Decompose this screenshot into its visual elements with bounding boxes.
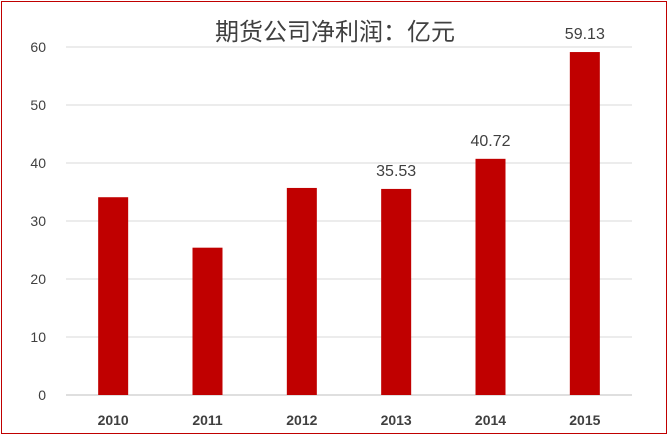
bar: [98, 197, 129, 395]
bar: [569, 52, 600, 396]
bar: [381, 188, 412, 395]
bar: [475, 158, 506, 395]
y-tick-label: 40: [30, 155, 46, 171]
x-tick-label: 2010: [98, 412, 129, 428]
x-tick-label: 2012: [286, 412, 317, 428]
x-tick-label: 2011: [192, 412, 223, 428]
y-tick-label: 60: [30, 39, 46, 55]
bar: [286, 187, 317, 395]
y-tick-label: 20: [30, 271, 46, 287]
y-tick-label: 30: [30, 213, 46, 229]
x-tick-label: 2014: [475, 412, 506, 428]
x-tick-label: 2015: [569, 412, 600, 428]
bar: [192, 247, 223, 395]
data-label: 40.72: [470, 133, 510, 150]
data-label: 35.53: [376, 163, 416, 180]
y-tick-label: 50: [30, 97, 46, 113]
data-label: 59.13: [565, 26, 605, 43]
y-tick-label: 10: [30, 329, 46, 345]
x-tick-label: 2013: [381, 412, 412, 428]
y-tick-label: 0: [38, 387, 46, 403]
chart-title: 期货公司净利润：亿元: [215, 18, 455, 46]
